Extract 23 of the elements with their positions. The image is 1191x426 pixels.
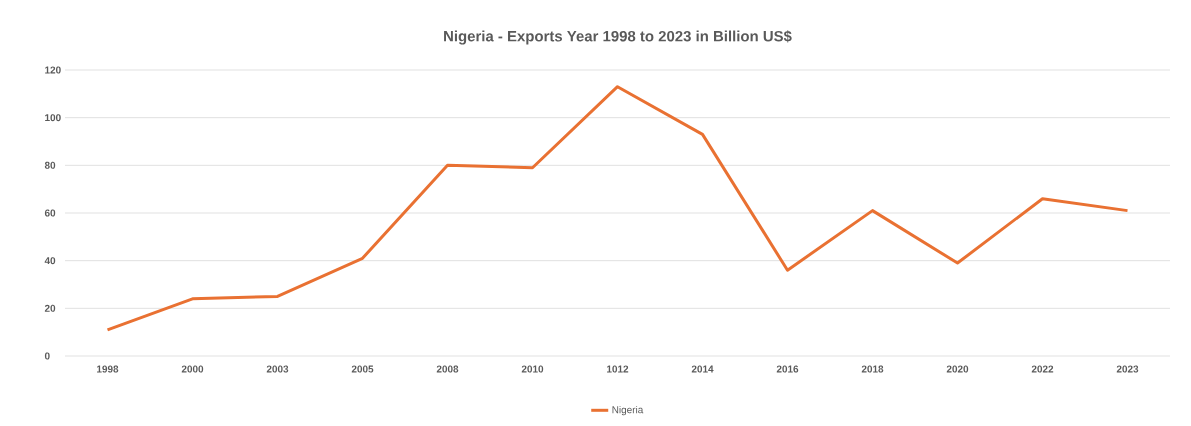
x-tick-label: 2022 — [1031, 365, 1054, 373]
x-tick-label: 2008 — [436, 365, 459, 373]
y-tick-label: 0 — [44, 352, 50, 360]
x-tick-label: 2014 — [691, 365, 714, 373]
line-series — [106, 85, 1129, 332]
x-tick-label: 2018 — [861, 365, 884, 373]
y-tick-label: 100 — [45, 114, 61, 122]
x-tick-label: 2020 — [946, 365, 969, 373]
x-tick-label: 1998 — [97, 365, 119, 373]
y-tick-label: 20 — [44, 304, 56, 312]
x-tick-label: 2016 — [776, 365, 799, 373]
x-tick-label: 2010 — [521, 365, 544, 373]
x-tick-label: 2005 — [351, 365, 374, 373]
x-tick-label: 2023 — [1116, 365, 1139, 373]
x-tick-label: 2003 — [266, 365, 289, 373]
y-tick-label: 60 — [44, 209, 56, 217]
x-tick-label: 1012 — [607, 365, 629, 373]
x-tick-label: 2000 — [181, 365, 204, 373]
y-tick-label: 120 — [45, 66, 61, 74]
legend-label: Nigeria — [612, 405, 644, 416]
chart-title: Nigeria - Exports Year 1998 to 2023 in Billion US$ — [444, 30, 792, 45]
y-tick-label: 40 — [44, 257, 56, 265]
y-tick-label: 80 — [44, 161, 56, 169]
